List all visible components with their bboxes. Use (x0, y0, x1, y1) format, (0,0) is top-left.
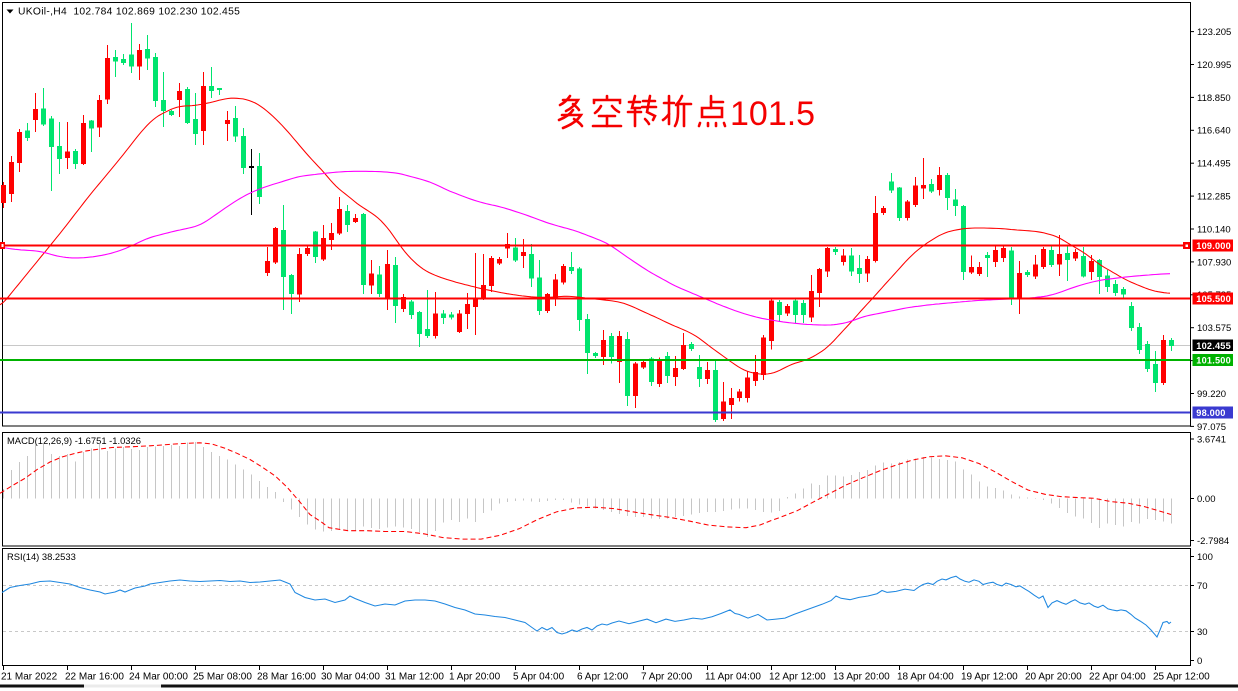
svg-text:109.000: 109.000 (1196, 241, 1231, 251)
svg-text:110.140: 110.140 (1197, 224, 1231, 235)
svg-text:30: 30 (1197, 627, 1208, 638)
svg-text:3.6741: 3.6741 (1197, 434, 1226, 445)
svg-text:114.495: 114.495 (1197, 159, 1231, 170)
svg-text:20 Apr 20:00: 20 Apr 20:00 (1025, 672, 1082, 683)
svg-text:11 Apr 04:00: 11 Apr 04:00 (705, 672, 761, 683)
svg-text:5 Apr 04:00: 5 Apr 04:00 (513, 672, 565, 683)
svg-text:120.995: 120.995 (1197, 60, 1231, 71)
svg-text:22 Mar 16:00: 22 Mar 16:00 (65, 672, 124, 683)
svg-text:-2.7984: -2.7984 (1197, 536, 1229, 547)
svg-text:70: 70 (1197, 581, 1208, 592)
svg-text:MACD(12,26,9) -1.6751 -1.0326: MACD(12,26,9) -1.6751 -1.0326 (7, 435, 141, 446)
svg-text:18 Apr 04:00: 18 Apr 04:00 (897, 672, 954, 683)
svg-text:118.850: 118.850 (1197, 93, 1231, 104)
svg-text:30 Mar 04:00: 30 Mar 04:00 (321, 672, 380, 683)
svg-text:19 Apr 12:00: 19 Apr 12:00 (961, 672, 1018, 683)
svg-text:112.285: 112.285 (1197, 192, 1231, 203)
svg-text:31 Mar 12:00: 31 Mar 12:00 (385, 672, 444, 683)
svg-text:99.220: 99.220 (1197, 389, 1226, 400)
svg-text:0.00: 0.00 (1197, 494, 1216, 505)
svg-text:123.205: 123.205 (1197, 27, 1231, 38)
svg-text:101.5: 101.5 (730, 95, 815, 133)
svg-text:101.500: 101.500 (1196, 356, 1231, 366)
svg-text:7 Apr 20:00: 7 Apr 20:00 (641, 672, 693, 683)
svg-text:107.930: 107.930 (1197, 257, 1231, 268)
svg-text:102.455: 102.455 (1196, 341, 1231, 351)
svg-text:21 Mar 2022: 21 Mar 2022 (1, 672, 58, 683)
svg-text:1 Apr 20:00: 1 Apr 20:00 (449, 672, 501, 683)
svg-text:13 Apr 20:00: 13 Apr 20:00 (833, 672, 890, 683)
svg-text:103.575: 103.575 (1197, 323, 1231, 334)
svg-text:6 Apr 12:00: 6 Apr 12:00 (577, 672, 629, 683)
svg-text:UKOil-,H4 102.784 102.869 102: UKOil-,H4 102.784 102.869 102.230 102.45… (18, 7, 240, 18)
svg-text:97.075: 97.075 (1197, 422, 1226, 433)
svg-text:12 Apr 12:00: 12 Apr 12:00 (769, 672, 826, 683)
svg-text:100: 100 (1197, 552, 1213, 563)
svg-text:RSI(14) 38.2533: RSI(14) 38.2533 (7, 551, 76, 562)
svg-text:25 Apr 12:00: 25 Apr 12:00 (1153, 672, 1210, 683)
svg-text:28 Mar 16:00: 28 Mar 16:00 (257, 672, 316, 683)
svg-text:0: 0 (1197, 656, 1202, 667)
svg-text:105.500: 105.500 (1196, 294, 1231, 304)
svg-text:25 Mar 08:00: 25 Mar 08:00 (193, 672, 252, 683)
svg-text:22 Apr 04:00: 22 Apr 04:00 (1089, 672, 1146, 683)
svg-text:116.640: 116.640 (1197, 126, 1231, 137)
svg-text:24 Mar 00:00: 24 Mar 00:00 (129, 672, 188, 683)
svg-text:98.000: 98.000 (1196, 408, 1225, 418)
